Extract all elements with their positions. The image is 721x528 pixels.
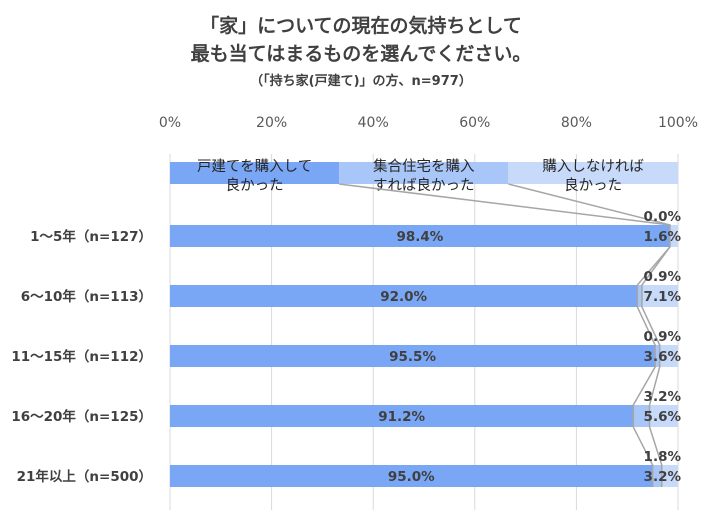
bar-segment (633, 405, 650, 427)
bar-segment (170, 405, 634, 427)
data-label: 3.2% (644, 389, 682, 405)
bar-segment (170, 465, 653, 487)
bars (170, 225, 678, 487)
x-tick-label: 0% (159, 115, 181, 131)
data-label: 91.2% (378, 409, 425, 425)
legend-segment (508, 162, 678, 184)
data-label: 95.5% (389, 349, 436, 365)
legend-segment (339, 162, 509, 184)
series-lines (339, 183, 671, 487)
category-labels: 1～5年（n=127） 6～10年（n=113） 11～15年（n=112） 16～2… (11, 228, 152, 485)
bar-segment (652, 465, 662, 487)
x-tick-label: 80% (561, 115, 592, 131)
data-label: 5.6% (644, 409, 682, 425)
chart-title-line-2: 最も当てはまるものを選んでください。 (191, 42, 532, 65)
data-label: 92.0% (380, 289, 427, 305)
data-label: 3.6% (644, 349, 682, 365)
data-label: 98.4% (397, 229, 444, 245)
bar-segment (659, 345, 678, 367)
chart-subtitle: （「持ち家(戸建て)」の方、n=977） (250, 73, 472, 89)
data-label: 0.9% (644, 329, 682, 345)
bar-segment (170, 345, 656, 367)
x-tick-label: 100% (658, 115, 698, 131)
x-tick-label: 60% (459, 115, 490, 131)
data-labels: 98.4% 0.0% 1.6% 92.0% 0.9% 7.1% 95.5% 0.9% 3.6% 9… (378, 209, 681, 485)
bar-segment (655, 345, 660, 367)
legend-label: 良かった (564, 177, 622, 194)
bar-segment (641, 285, 678, 307)
data-label: 7.1% (644, 289, 682, 305)
legend-label: すれば良かった (373, 177, 475, 194)
bar-segment (669, 225, 678, 247)
bar-segment (637, 285, 642, 307)
bar-segment (170, 285, 638, 307)
data-label: 95.0% (388, 469, 435, 485)
category-label: 16～20年（n=125） (11, 408, 152, 425)
legend-segment (170, 162, 340, 184)
data-label: 0.9% (644, 269, 682, 285)
bar-segment (170, 225, 670, 247)
bar-segment (661, 465, 678, 487)
legend-label: 戸建てを購入して (197, 158, 312, 175)
legend-label: 購入しなければ (542, 158, 644, 175)
category-label: 11～15年（n=112） (11, 348, 152, 365)
x-tick-label: 20% (256, 115, 287, 131)
x-axis-ticks: 0% 20% 40% 60% 80% 100% (159, 115, 698, 131)
chart-title-line-1: 「家」についての現在の気持ちとして (200, 14, 522, 37)
data-label: 1.6% (644, 229, 682, 245)
category-label: 21年以上（n=500） (17, 468, 152, 485)
data-label: 3.2% (644, 469, 682, 485)
category-label: 1～5年（n=127） (30, 228, 152, 245)
legend-label: 集合住宅を購入 (373, 158, 475, 175)
category-label: 6～10年（n=113） (21, 288, 152, 305)
chart-title: 「家」についての現在の気持ちとして 最も当てはまるものを選んでください。 （「持… (191, 14, 532, 89)
legend-label: 良かった (226, 177, 284, 194)
bar-segment (649, 405, 678, 427)
data-label: 0.0% (644, 209, 682, 225)
series-connector-line (508, 183, 671, 487)
data-label: 1.8% (644, 449, 682, 465)
x-tick-label: 40% (358, 115, 389, 131)
